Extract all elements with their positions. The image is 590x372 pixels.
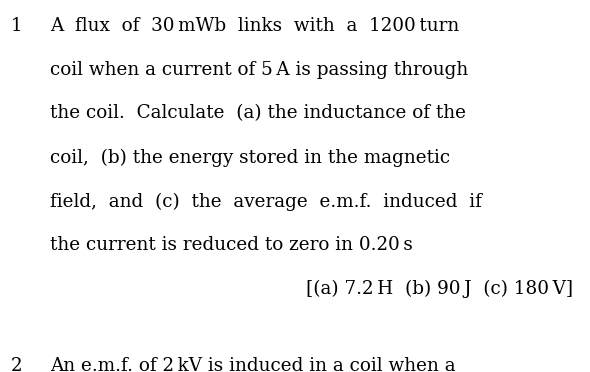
Text: the current is reduced to zero in 0.20 s: the current is reduced to zero in 0.20 s [50,236,413,254]
Text: [(a) 7.2 H  (b) 90 J  (c) 180 V]: [(a) 7.2 H (b) 90 J (c) 180 V] [306,280,573,298]
Text: A  flux  of  30 mWb  links  with  a  1200 turn: A flux of 30 mWb links with a 1200 turn [50,17,460,35]
Text: field,  and  (c)  the  average  e.m.f.  induced  if: field, and (c) the average e.m.f. induce… [50,192,482,211]
Text: 1: 1 [11,17,22,35]
Text: the coil.  Calculate  (a) the inductance of the: the coil. Calculate (a) the inductance o… [50,105,466,122]
Text: coil,  (b) the energy stored in the magnetic: coil, (b) the energy stored in the magne… [50,148,450,167]
Text: An e.m.f. of 2 kV is induced in a coil when a: An e.m.f. of 2 kV is induced in a coil w… [50,357,455,372]
Text: coil when a current of 5 A is passing through: coil when a current of 5 A is passing th… [50,61,468,78]
Text: 2: 2 [11,357,22,372]
